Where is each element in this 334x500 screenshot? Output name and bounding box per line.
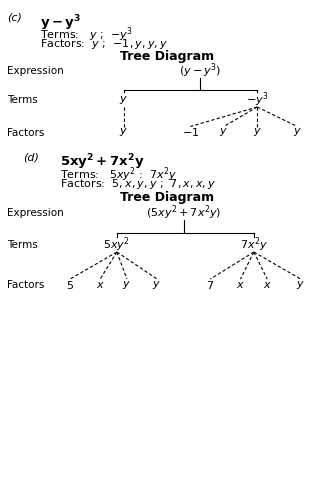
Text: $(y - y^3)$: $(y - y^3)$: [179, 62, 221, 80]
Text: Expression: Expression: [7, 208, 63, 218]
Text: $y$: $y$: [123, 279, 131, 291]
Text: $5$: $5$: [66, 279, 74, 291]
Text: Terms:   $5xy^2$ :  $7x^2y$: Terms: $5xy^2$ : $7x^2y$: [60, 165, 178, 184]
Text: $y$: $y$: [293, 126, 302, 138]
Text: Terms: Terms: [7, 240, 37, 250]
Text: (d): (d): [23, 152, 39, 162]
Text: $y$: $y$: [119, 94, 128, 106]
Text: Expression: Expression: [7, 66, 63, 76]
Text: $x$: $x$: [236, 280, 245, 290]
Text: $y$: $y$: [296, 279, 305, 291]
Text: Terms: Terms: [7, 95, 37, 105]
Text: Tree Diagram: Tree Diagram: [120, 191, 214, 204]
Text: $7$: $7$: [206, 279, 214, 291]
Text: Terms:   $y$ ;  $-y^3$: Terms: $y$ ; $-y^3$: [40, 25, 133, 44]
Text: $y$: $y$: [219, 126, 228, 138]
Text: $7x^2y$: $7x^2y$: [240, 236, 268, 255]
Text: $-1$: $-1$: [182, 126, 199, 138]
Text: $y$: $y$: [253, 126, 262, 138]
Text: $5xy^2$: $5xy^2$: [104, 236, 130, 255]
Text: $x$: $x$: [96, 280, 105, 290]
Text: Factors:  $y$ ;  $-1, y, y, y$: Factors: $y$ ; $-1, y, y, y$: [40, 37, 168, 51]
Text: $x$: $x$: [263, 280, 272, 290]
Text: $-y^3$: $-y^3$: [246, 90, 269, 110]
Text: (c): (c): [7, 13, 22, 23]
Text: Factors: Factors: [7, 280, 44, 290]
Text: $y$: $y$: [119, 126, 128, 138]
Text: $(5xy^2 + 7x^2y)$: $(5xy^2 + 7x^2y)$: [146, 203, 221, 222]
Text: $y$: $y$: [153, 279, 161, 291]
Text: Factors:  $5, x, y, y$ ;  $7, x, x, y$: Factors: $5, x, y, y$ ; $7, x, x, y$: [60, 177, 216, 191]
Text: $\mathbf{y - y^3}$: $\mathbf{y - y^3}$: [40, 13, 81, 32]
Text: $\mathbf{5xy^2 + 7x^2y}$: $\mathbf{5xy^2 + 7x^2y}$: [60, 152, 145, 172]
Text: Factors: Factors: [7, 128, 44, 138]
Text: Tree Diagram: Tree Diagram: [120, 50, 214, 63]
